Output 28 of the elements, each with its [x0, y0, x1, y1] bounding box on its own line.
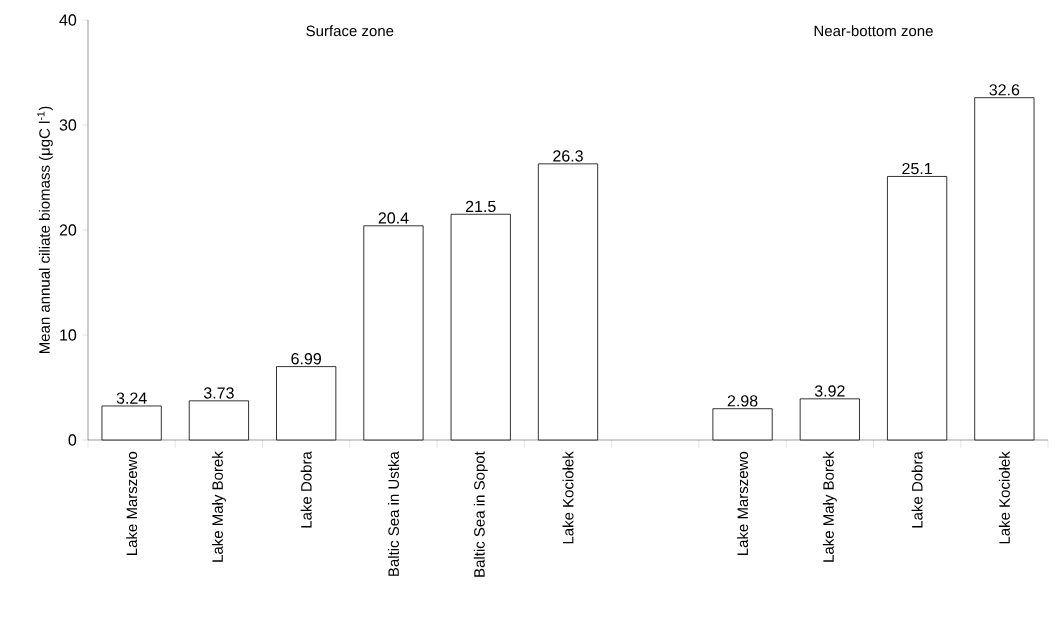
- annotation: Surface zone: [306, 25, 394, 37]
- y-axis-title: Mean annual ciliate biomass (μgC l$^{-1}$): [37, 106, 53, 354]
- y-tick-label: 0: [68, 434, 77, 446]
- x-tick-label: Lake Marszewo: [126, 451, 138, 556]
- annotation: Near-bottom zone: [814, 25, 933, 37]
- y-tick-label: 30: [59, 119, 77, 131]
- data-label: 3.92: [814, 385, 845, 397]
- x-tick-label: Lake Dobra: [300, 451, 312, 528]
- y-tick-label: 10: [60, 329, 77, 341]
- data-label: 2.98: [727, 395, 758, 407]
- data-label: 20.4: [378, 212, 409, 224]
- data-label: 3.24: [116, 392, 147, 404]
- x-tick-label: Lake Marszewo: [737, 451, 749, 556]
- data-label: 6.99: [291, 353, 321, 365]
- x-tick-label: Lake Kociołek: [562, 451, 574, 544]
- y-tick-label: 20: [59, 224, 77, 236]
- data-label: 25.1: [902, 162, 932, 175]
- data-label: 21.5: [465, 200, 496, 213]
- x-tick-label: Baltic Sea in Sopot: [473, 451, 488, 577]
- data-label: 32.6: [989, 84, 1020, 96]
- x-tick-label: Baltic Sea in Ustka: [387, 451, 399, 576]
- data-label: 3.73: [203, 387, 234, 399]
- data-label: 26.3: [553, 150, 583, 162]
- x-tick-label: Lake Kociołek: [998, 451, 1010, 544]
- x-tick-label: Lake Dobra: [911, 451, 923, 528]
- y-tick-label: 40: [59, 14, 77, 26]
- x-tick-label: Lake Mały Borek: [211, 451, 226, 562]
- x-tick-label: Lake Mały Borek: [822, 451, 837, 562]
